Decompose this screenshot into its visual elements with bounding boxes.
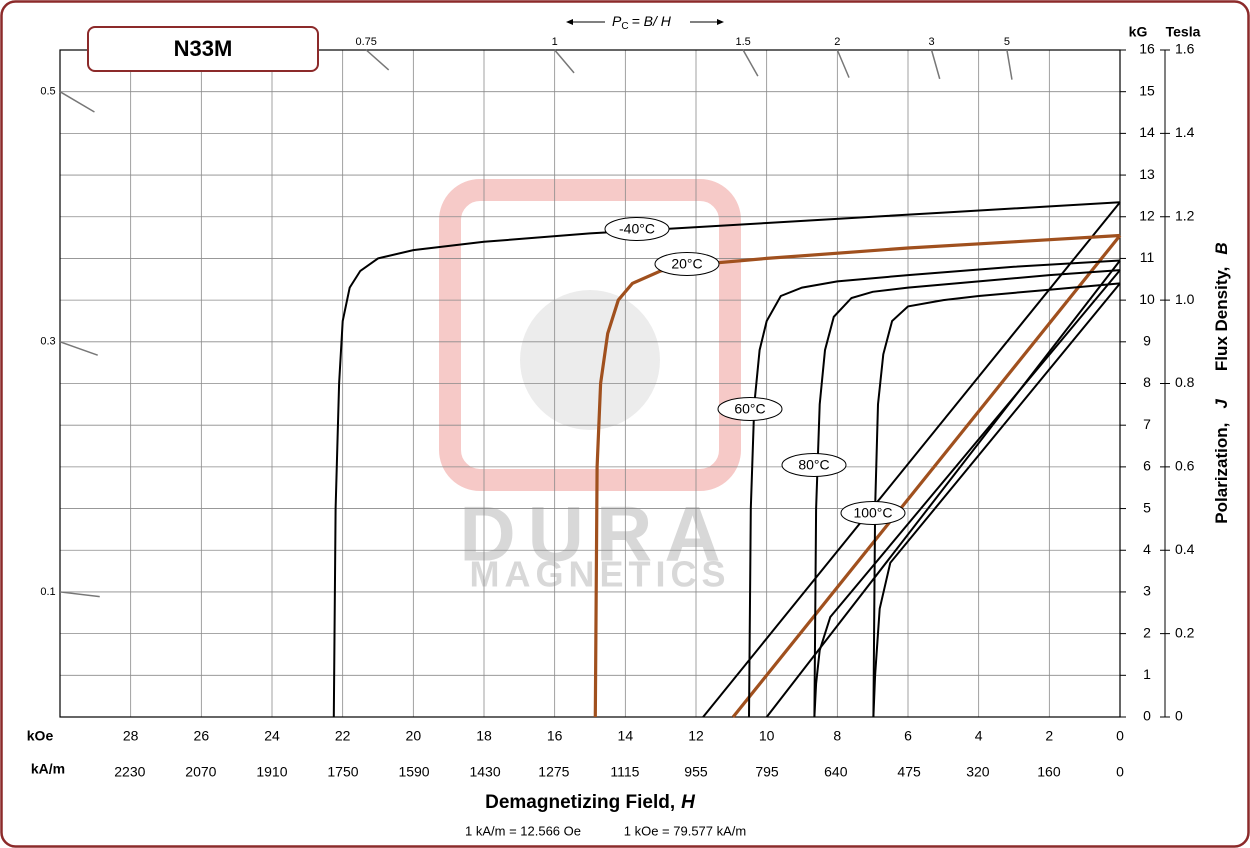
x2-tick-label: 1275 <box>538 764 569 780</box>
x2-tick-label: 1115 <box>610 764 639 780</box>
x2-tick-label: 1430 <box>469 764 500 780</box>
x-tick-label: 16 <box>547 728 563 744</box>
x-tick-label: 6 <box>904 728 912 744</box>
y2-tick-label: 0.2 <box>1175 624 1195 640</box>
pc-tick-label: 1 <box>552 36 558 48</box>
y2-tick-label: 0.6 <box>1175 458 1195 474</box>
y-tick-label: 12 <box>1139 207 1155 223</box>
x-tick-label: 24 <box>264 728 280 744</box>
y2-tick-label: 1.4 <box>1175 124 1195 140</box>
y-unit-label: kG <box>1129 24 1148 40</box>
x-tick-label: 22 <box>335 728 351 744</box>
pc-rest: = B/ H <box>632 13 672 29</box>
x2-tick-label: 0 <box>1116 764 1124 780</box>
y2-tick-label: 1.6 <box>1175 41 1195 57</box>
x-tick-label: 26 <box>194 728 210 744</box>
x2-tick-label: 1590 <box>398 764 429 780</box>
y-title-text: Flux Density, <box>1212 267 1231 372</box>
y-tick-label: 6 <box>1143 458 1151 474</box>
x2-tick-label: 160 <box>1037 764 1061 780</box>
pc-tick-label: 0.5 <box>40 86 55 98</box>
x-tick-label: 4 <box>975 728 983 744</box>
y-tick-label: 14 <box>1139 124 1155 140</box>
y-title-symbol: B <box>1212 242 1231 254</box>
y-tick-label: 9 <box>1143 333 1151 349</box>
x2-tick-label: 1750 <box>327 764 358 780</box>
y2-tick-label: 1.0 <box>1175 291 1195 307</box>
x-tick-label: 2 <box>1045 728 1053 744</box>
x-title-text: Demagnetizing Field, <box>485 792 675 813</box>
curve-label: 20°C <box>671 256 702 272</box>
x2-tick-label: 2230 <box>114 764 145 780</box>
y-tick-label: 1 <box>1143 666 1151 682</box>
y-tick-label: 2 <box>1143 624 1151 640</box>
pc-tick-label: 5 <box>1004 36 1010 48</box>
y-tick-label: 7 <box>1143 416 1151 432</box>
pc-tick-label: 2 <box>834 36 840 48</box>
x2-unit-label: kA/m <box>31 761 65 777</box>
x2-tick-label: 475 <box>897 764 921 780</box>
x2-tick-label: 2070 <box>185 764 216 780</box>
chart: DURA MAGNETICS N33M PC= B/ H kOe kA/m kG… <box>0 0 1250 848</box>
y2-tick-label: 0.4 <box>1175 541 1195 557</box>
curve-label: -40°C <box>619 221 655 237</box>
x-title-symbol: H <box>681 792 696 813</box>
x-tick-label: 18 <box>476 728 492 744</box>
y2-tick-label: 0.8 <box>1175 374 1195 390</box>
pc-tick-label: 3 <box>928 36 934 48</box>
x-unit-label: kOe <box>27 728 54 744</box>
y2-tick-label: 0 <box>1175 708 1183 724</box>
y-title-symbol: J <box>1212 399 1231 409</box>
x-tick-label: 8 <box>833 728 841 744</box>
y-tick-label: 0 <box>1143 708 1151 724</box>
x2-tick-label: 795 <box>755 764 779 780</box>
x2-tick-label: 1910 <box>256 764 287 780</box>
chart-title: N33M <box>174 36 233 61</box>
x2-tick-label: 640 <box>824 764 848 780</box>
pc-tick-label: 0.1 <box>40 586 55 598</box>
x2-tick-label: 955 <box>684 764 708 780</box>
x-tick-label: 28 <box>123 728 139 744</box>
y-tick-label: 10 <box>1139 291 1155 307</box>
y-tick-label: 5 <box>1143 499 1151 515</box>
pc-tick-label: 0.75 <box>356 36 377 48</box>
y-tick-label: 15 <box>1139 82 1155 98</box>
y-tick-label: 11 <box>1140 249 1155 265</box>
x-axis-title: Demagnetizing Field, H <box>485 792 696 813</box>
footnote: 1 kA/m = 12.566 Oe <box>465 823 581 838</box>
y2-tick-label: 1.2 <box>1175 207 1195 223</box>
x2-tick-label: 320 <box>966 764 990 780</box>
y-tick-label: 8 <box>1143 374 1151 390</box>
pc-subscript: C <box>621 21 628 32</box>
y-tick-label: 16 <box>1139 41 1155 57</box>
pc-tick-label: 0.3 <box>40 336 55 348</box>
pc-tick-label: 1.5 <box>735 36 750 48</box>
x-tick-label: 14 <box>618 728 634 744</box>
curve-label: 80°C <box>798 457 829 473</box>
y-tick-label: 4 <box>1143 541 1151 557</box>
y-tick-label: 13 <box>1139 166 1155 182</box>
watermark-text: MAGNETICS <box>470 554 731 595</box>
x-tick-label: 12 <box>688 728 704 744</box>
footnote: 1 kOe = 79.577 kA/m <box>624 823 746 838</box>
x-tick-label: 20 <box>406 728 422 744</box>
x-tick-label: 10 <box>759 728 775 744</box>
curve-label: 100°C <box>853 505 892 521</box>
curve-label: 60°C <box>734 401 765 417</box>
y2-unit-label: Tesla <box>1166 24 1201 40</box>
x-tick-label: 0 <box>1116 728 1124 744</box>
y-tick-label: 3 <box>1143 583 1151 599</box>
y-title-text: Polarization, <box>1212 423 1231 524</box>
